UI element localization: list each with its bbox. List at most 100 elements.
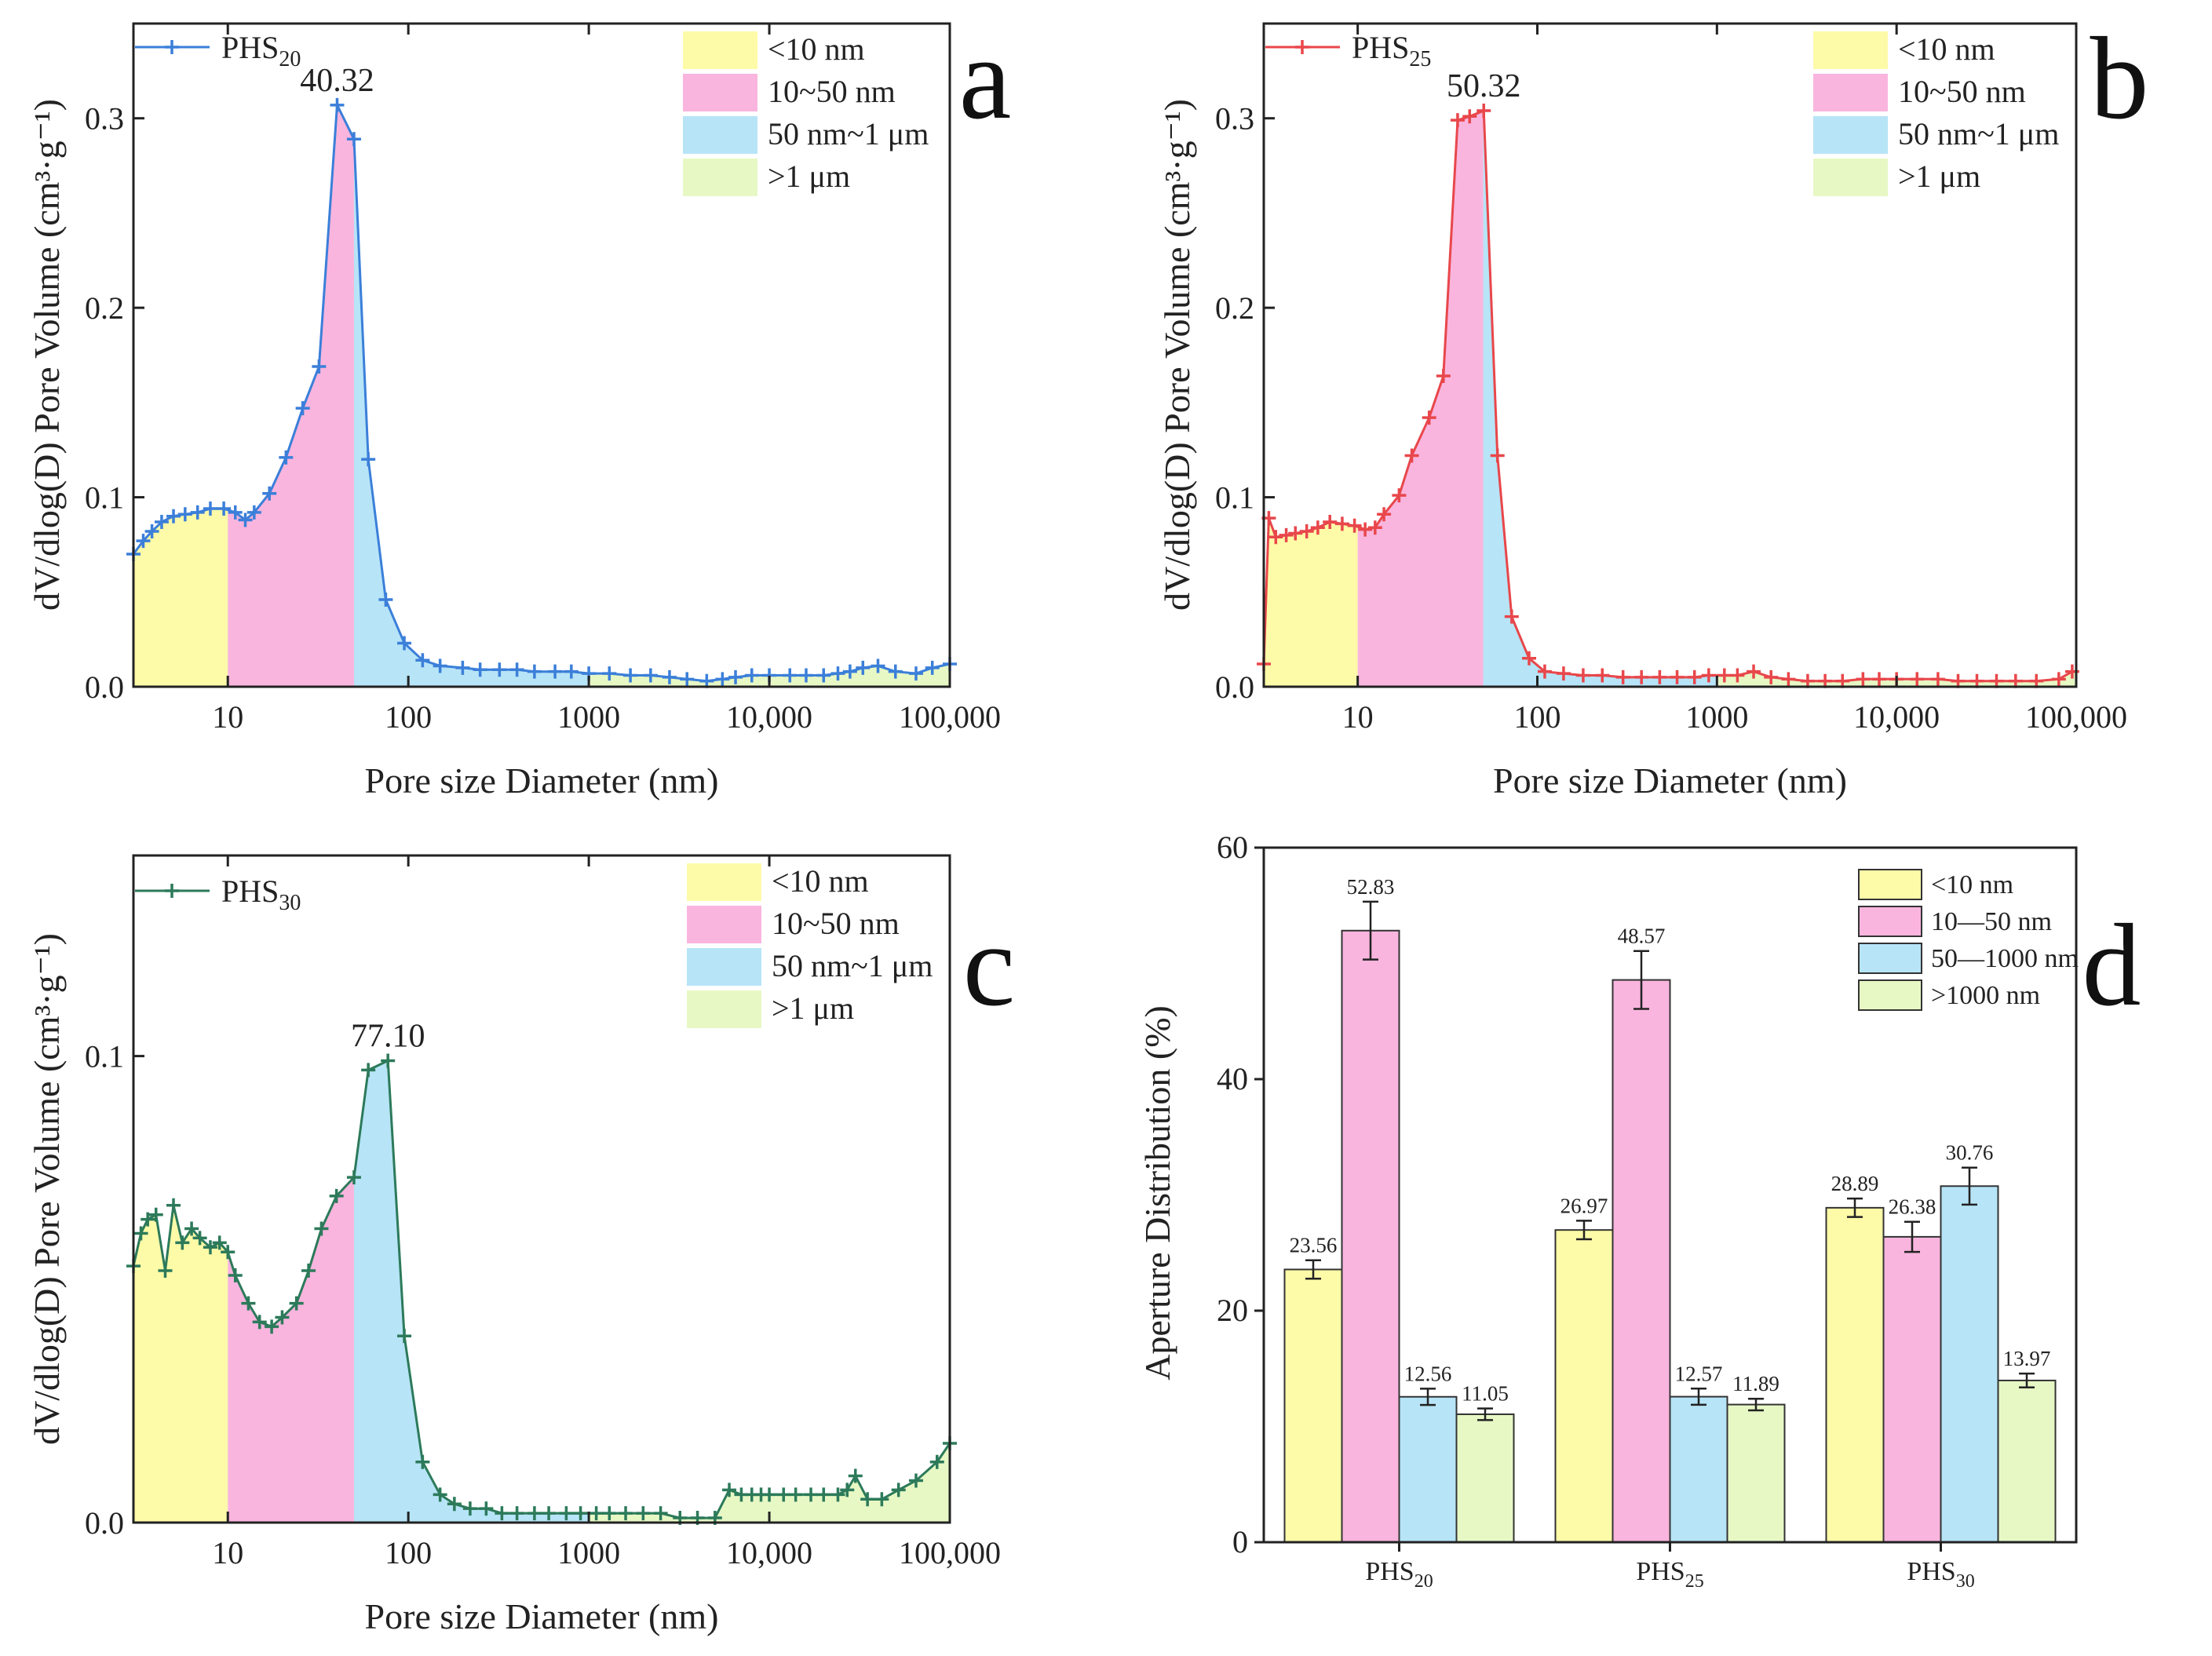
bar: [1612, 979, 1671, 1543]
legend-swatch: [1813, 116, 1888, 154]
bar: [1283, 1268, 1343, 1543]
peak-label: 40.32: [300, 63, 374, 99]
data-point: [715, 672, 730, 687]
legend-series-marker: [1295, 40, 1309, 54]
data-point: [888, 664, 903, 679]
data-point: [228, 1268, 243, 1282]
data-point: [1856, 672, 1871, 687]
legend-region-label: 10~50 nm: [772, 906, 900, 941]
data-point: [783, 668, 798, 683]
data-point: [346, 132, 361, 147]
data-point: [1687, 669, 1702, 684]
peak-label: 77.10: [351, 1019, 425, 1055]
data-point: [848, 1468, 863, 1483]
bar: [1940, 1185, 1999, 1544]
data-point: [776, 1487, 791, 1502]
data-point: [1323, 514, 1338, 529]
data-point: [1595, 668, 1610, 683]
legend-swatch: [1858, 979, 1922, 1011]
data-point: [1670, 669, 1685, 684]
x-tick-label: 100: [1513, 699, 1560, 735]
data-point: [141, 1212, 155, 1227]
legend-swatch: [1813, 159, 1888, 196]
legend-series-label: PHS25: [1352, 30, 1431, 71]
data-point: [289, 1296, 304, 1311]
data-point: [1334, 516, 1349, 531]
data-point: [1288, 526, 1303, 541]
data-point: [929, 1454, 944, 1469]
legend-region-label: >1 μm: [772, 990, 854, 1026]
region-fill-1: [1357, 111, 1484, 687]
data-point: [804, 1487, 819, 1502]
data-point: [662, 669, 677, 684]
data-point: [623, 668, 638, 683]
data-point: [1422, 410, 1436, 425]
legend-region-label: 50 nm~1 μm: [768, 116, 929, 151]
data-point: [1701, 668, 1716, 683]
data-point: [1910, 672, 1925, 687]
x-tick-label: 100: [385, 699, 432, 735]
data-point: [680, 672, 695, 687]
x-tick-label: 10,000: [1853, 699, 1940, 735]
x-axis-title: Pore size Diameter (nm): [365, 761, 719, 801]
panel-letter: c: [963, 900, 1016, 1030]
series-line-a: [132, 100, 951, 683]
legend-region-label: <10 nm: [768, 31, 865, 67]
data-point: [447, 1497, 462, 1512]
legend-region-label: >1 μm: [768, 159, 850, 194]
data-point: [1450, 113, 1465, 128]
data-point: [177, 507, 192, 522]
data-point: [728, 669, 743, 684]
data-point: [891, 1483, 906, 1497]
data-point: [1764, 669, 1779, 684]
data-point: [1652, 669, 1667, 684]
data-point: [653, 1506, 668, 1521]
data-point: [1747, 664, 1761, 679]
y-axis-title: dV/dlog(D) Pore Volume (cm³·g⁻¹): [27, 933, 67, 1445]
panel-d: 23.56 52.83 12.56 11.05 PHS20 26.97 48.57 12.57…: [1137, 830, 2141, 1592]
legend-series-label: 10—50 nm: [1931, 907, 2052, 936]
data-point: [1358, 522, 1373, 537]
x-tick-label: 100,000: [899, 1535, 1001, 1570]
legend-swatch: [1858, 869, 1922, 900]
y-tick-label: 0.2: [85, 290, 124, 326]
data-point: [238, 512, 253, 527]
x-tick-label: 100: [385, 1535, 432, 1570]
region-fill-3: [589, 1443, 950, 1523]
data-point: [788, 1487, 803, 1502]
bar-value-label: 23.56: [1290, 1234, 1338, 1257]
panel-c: 10 100 1000 10,000 100,000 0.0 0.1 Pore size Di…: [27, 854, 1016, 1636]
data-point: [1462, 109, 1477, 124]
legend-swatch: [687, 990, 761, 1028]
region-fill-0: [133, 509, 228, 687]
data-point: [1476, 104, 1491, 119]
bar: [1341, 929, 1400, 1543]
data-point: [415, 653, 430, 668]
data-point: [1367, 520, 1382, 535]
data-point: [816, 1487, 831, 1502]
category-label: PHS20: [1365, 1557, 1433, 1592]
data-point: [762, 1487, 777, 1502]
y-tick-label: 60: [1217, 830, 1248, 865]
data-point: [830, 666, 845, 681]
region-fill-2: [1483, 111, 1717, 688]
data-point: [1634, 669, 1649, 684]
data-point: [1268, 530, 1283, 545]
data-point: [462, 1501, 477, 1516]
bar-value-label: 52.83: [1347, 875, 1395, 899]
legend-series-marker: [165, 40, 179, 54]
data-point: [2051, 672, 2066, 687]
data-point: [722, 1483, 737, 1497]
data-point: [378, 592, 393, 607]
data-point: [1347, 518, 1362, 533]
data-point: [871, 658, 885, 673]
x-axis-title: Pore size Diameter (nm): [365, 1596, 719, 1636]
legend-region-label: 10~50 nm: [768, 74, 896, 109]
legend-swatch: [683, 159, 757, 196]
data-point: [527, 1506, 542, 1521]
data-point: [1299, 524, 1314, 539]
data-point: [1730, 668, 1745, 683]
data-point: [548, 664, 563, 679]
data-point: [246, 505, 261, 520]
